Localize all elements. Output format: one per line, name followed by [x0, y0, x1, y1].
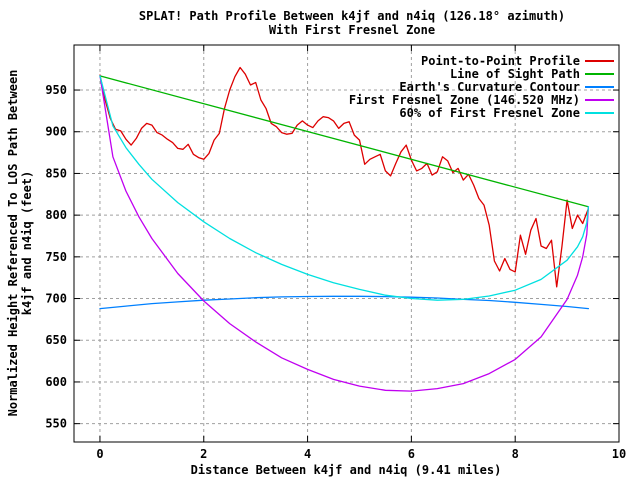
chart-title: SPLAT! Path Profile Between k4jf and n4i… [139, 9, 565, 23]
chart-subtitle: With First Fresnel Zone [269, 23, 435, 37]
series-point-to-point-profile [99, 66, 590, 288]
legend-label-line-of-sight-path: Line of Sight Path [450, 67, 580, 81]
y-tick-label-650: 650 [45, 333, 67, 347]
series-60-of-first-fresnel-zone [99, 75, 590, 301]
x-tick-label-8: 8 [512, 447, 519, 461]
y-tick-label-850: 850 [45, 166, 67, 180]
x-axis-label: Distance Between k4jf and n4iq (9.41 mil… [191, 463, 502, 477]
legend-item-earth-s-curvature-contour: Earth's Curvature Contour [399, 80, 614, 94]
y-tick-label-700: 700 [45, 292, 67, 306]
legend-label-first-fresnel-zone-146-520-mhz: First Fresnel Zone (146.520 MHz) [349, 93, 580, 107]
x-tick-label-10: 10 [612, 447, 626, 461]
series-earth-s-curvature-contour [99, 295, 590, 310]
series-layer [99, 66, 590, 392]
y-tick-label-600: 600 [45, 375, 67, 389]
legend-item-first-fresnel-zone-146-520-mhz: First Fresnel Zone (146.520 MHz) [349, 93, 614, 107]
plot-frame [73, 44, 620, 443]
y-tick-label-550: 550 [45, 417, 67, 431]
legend-item-point-to-point-profile: Point-to-Point Profile [421, 54, 614, 68]
y-axis-label-line1: Normalized Height Referenced To LOS Path… [6, 70, 20, 417]
x-tick-label-6: 6 [408, 447, 415, 461]
series-line-of-sight-path [99, 75, 590, 208]
series-first-fresnel-zone-146-520-mhz [99, 75, 590, 392]
y-axis-label-line2: k4jf and n4iq (feet) [20, 171, 34, 316]
y-tick-label-800: 800 [45, 208, 67, 222]
x-tick-label-4: 4 [304, 447, 311, 461]
y-tick-label-750: 750 [45, 250, 67, 264]
x-tick-label-2: 2 [200, 447, 207, 461]
legend-item-line-of-sight-path: Line of Sight Path [450, 67, 614, 81]
legend-item-60-of-first-fresnel-zone: 60% of First Fresnel Zone [399, 106, 614, 120]
legend-label-earth-s-curvature-contour: Earth's Curvature Contour [399, 80, 580, 94]
x-tick-label-0: 0 [96, 447, 103, 461]
legend-label-point-to-point-profile: Point-to-Point Profile [421, 54, 580, 68]
frame-layer: 0 2 4 6 8 10 550 600 650 700 750 800 850 900 950 [45, 44, 626, 461]
y-tick-label-950: 950 [45, 83, 67, 97]
y-tick-label-900: 900 [45, 125, 67, 139]
legend-label-60-of-first-fresnel-zone: 60% of First Fresnel Zone [399, 106, 580, 120]
